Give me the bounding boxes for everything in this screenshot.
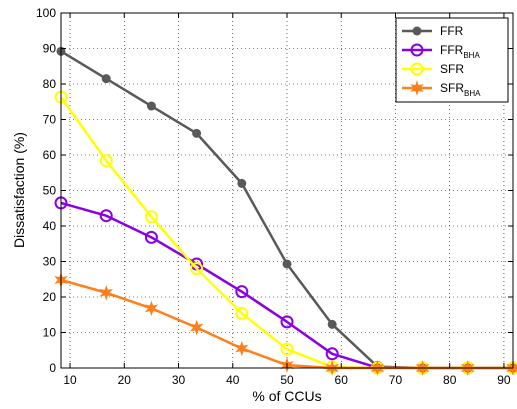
- data-point: [146, 101, 156, 111]
- y-tick-label: 20: [43, 290, 57, 304]
- data-point: [99, 154, 113, 168]
- x-tick-label: 90: [497, 373, 511, 387]
- data-point: [325, 347, 339, 361]
- axis-ticks: 10 20 30 40 50 60 70 80 90 0 10 20 30 40 50 60 70 80 90 100: [36, 6, 513, 387]
- y-tick-label: 90: [43, 42, 57, 56]
- x-tick-label: 80: [443, 373, 457, 387]
- data-point: [282, 259, 292, 269]
- y-tick-label: 40: [43, 219, 57, 233]
- legend-label: FFR: [440, 24, 464, 38]
- data-point: [235, 306, 249, 320]
- data-point: [280, 342, 294, 356]
- x-tick-label: 70: [389, 373, 403, 387]
- y-axis-title: Dissatisfaction (%): [11, 132, 27, 248]
- y-tick-label: 30: [43, 255, 57, 269]
- legend-marker: [410, 80, 424, 96]
- legend-entry: FFRBHA: [402, 43, 480, 60]
- legend-label: SFR: [440, 62, 464, 76]
- legend-marker: [412, 26, 422, 36]
- data-point: [280, 315, 294, 329]
- data-point: [327, 319, 337, 329]
- y-tick-label: 80: [43, 77, 57, 91]
- legend-label: SFRBHA: [440, 81, 481, 98]
- data-point: [101, 74, 111, 84]
- data-point: [189, 319, 204, 336]
- y-tick-label: 0: [49, 361, 56, 375]
- y-tick-label: 60: [43, 148, 57, 162]
- x-tick-label: 20: [118, 373, 132, 387]
- legend-marker: [410, 62, 424, 76]
- data-point: [99, 285, 113, 301]
- x-tick-label: 40: [226, 373, 240, 387]
- y-tick-label: 70: [43, 113, 57, 127]
- x-tick-label: 50: [280, 373, 294, 387]
- legend-entry: SFRBHA: [402, 80, 481, 98]
- data-point: [192, 128, 202, 138]
- data-point: [237, 178, 247, 188]
- legend: FFR FFRBHA SFR SFRBHA: [395, 17, 509, 103]
- y-tick-label: 50: [43, 184, 57, 198]
- data-point: [144, 230, 158, 244]
- data-point: [144, 300, 159, 317]
- data-point: [99, 209, 113, 223]
- x-tick-label: 60: [335, 373, 349, 387]
- data-point: [144, 210, 158, 224]
- legend-marker: [410, 43, 424, 57]
- y-tick-label: 10: [43, 326, 57, 340]
- data-point: [235, 285, 249, 299]
- x-tick-label: 30: [172, 373, 186, 387]
- x-tick-label: 10: [63, 373, 77, 387]
- x-axis-title: % of CCUs: [252, 388, 321, 404]
- legend-label: FFRBHA: [440, 43, 480, 60]
- legend-entry: FFR: [402, 24, 464, 38]
- data-point: [235, 340, 249, 357]
- data-point: [190, 262, 204, 276]
- legend-entry: SFR: [402, 62, 464, 76]
- y-tick-label: 100: [36, 6, 56, 20]
